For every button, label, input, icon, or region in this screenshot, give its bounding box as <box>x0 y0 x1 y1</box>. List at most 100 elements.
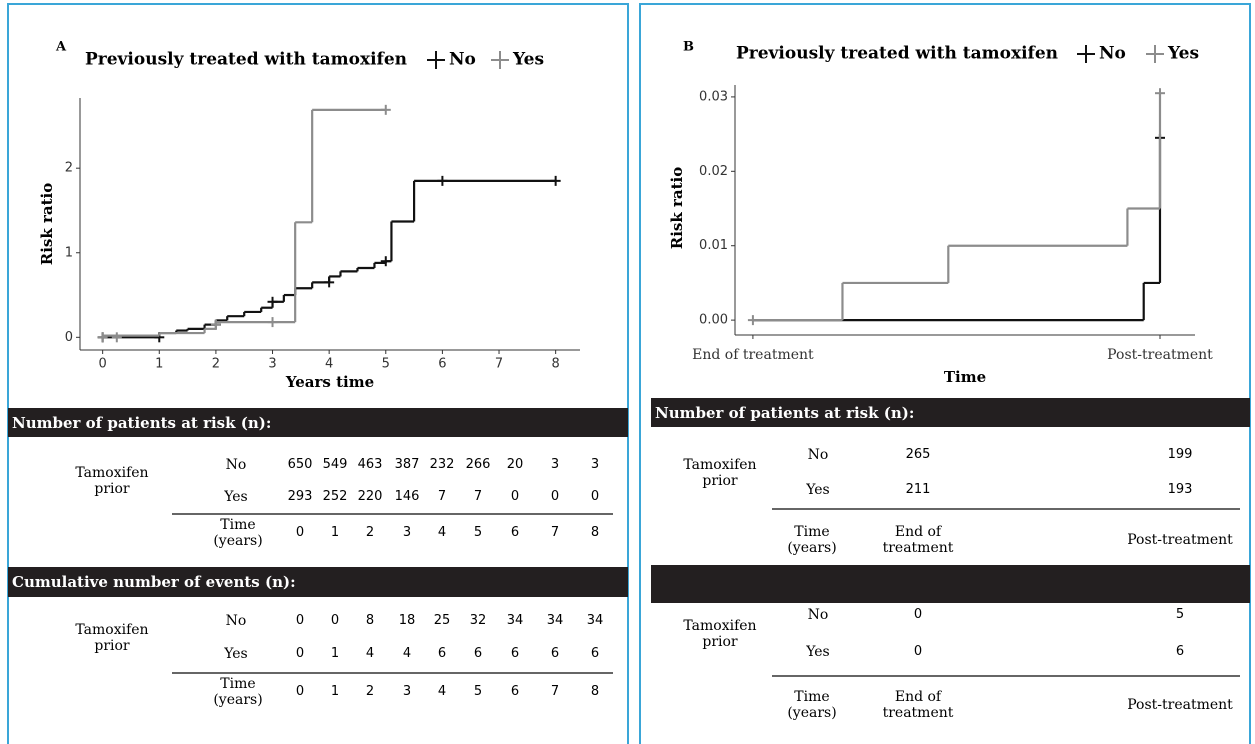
table-value: 650 <box>287 457 313 472</box>
y-tick-label: 1 <box>65 245 73 260</box>
time-value: End of treatment <box>882 524 954 556</box>
time-value: 2 <box>365 684 375 699</box>
table-value: 265 <box>905 447 931 462</box>
table-value: 146 <box>394 489 420 504</box>
censor-mark <box>324 277 335 288</box>
section-header: Number of patients at risk (n): <box>8 408 628 437</box>
table-value: 0 <box>550 489 560 504</box>
time-label: Time (years) <box>787 524 837 556</box>
table-value: 0 <box>510 489 520 504</box>
row-label: No <box>225 613 247 629</box>
time-value: 0 <box>295 684 305 699</box>
table-value: 232 <box>429 457 455 472</box>
table-value: 34 <box>546 613 564 628</box>
table-value: 5 <box>1175 607 1185 622</box>
table-value: 199 <box>1167 447 1193 462</box>
y-tick-label: 0.00 <box>699 313 728 328</box>
time-value: 7 <box>550 525 560 540</box>
panel-border <box>639 3 1251 744</box>
table-value: 266 <box>465 457 491 472</box>
time-label: Time (years) <box>213 676 263 708</box>
table-value: 34 <box>586 613 604 628</box>
legend-marker <box>491 51 509 69</box>
table-value: 6 <box>550 646 560 661</box>
table-value: 8 <box>365 613 375 628</box>
censor-mark <box>747 315 758 326</box>
table-rule <box>772 508 1240 510</box>
table-value: 220 <box>357 489 383 504</box>
censor-mark <box>550 175 561 186</box>
censor-mark <box>1154 88 1165 99</box>
time-value: 0 <box>295 525 305 540</box>
row-label: No <box>807 447 829 463</box>
row-label: No <box>225 457 247 473</box>
table-value: 0 <box>330 613 340 628</box>
table-value: 0 <box>913 607 923 622</box>
x-tick-label: 0 <box>99 357 107 372</box>
y-axis-label: Risk ratio <box>668 167 686 249</box>
censor-mark <box>210 319 221 330</box>
panel-letter: B <box>683 40 694 55</box>
table-value: 0 <box>295 646 305 661</box>
x-axis-label: Years time <box>285 373 374 391</box>
x-tick-label: 2 <box>212 357 220 372</box>
censor-mark <box>97 332 108 343</box>
table-value: 4 <box>402 646 412 661</box>
time-value: 8 <box>590 525 600 540</box>
panel-border <box>7 3 629 744</box>
table-value: 6 <box>437 646 447 661</box>
y-tick-label: 0.01 <box>699 238 728 253</box>
table-value: 463 <box>357 457 383 472</box>
table-rule <box>172 672 613 674</box>
table-value: 1 <box>330 646 340 661</box>
table-rule <box>772 675 1240 677</box>
row-label: Yes <box>806 644 830 660</box>
table-value: 0 <box>295 613 305 628</box>
time-value: 8 <box>590 684 600 699</box>
time-value: Post-treatment <box>1127 697 1233 713</box>
chart-title: Previously treated with tamoxifen <box>85 50 407 70</box>
y-tick-label: 2 <box>65 161 73 176</box>
section-header: Number of patients at risk (n): <box>651 398 1250 427</box>
row-label: Yes <box>806 482 830 498</box>
table-value: 211 <box>905 482 931 497</box>
censor-mark <box>111 332 122 343</box>
section-header <box>651 565 1250 603</box>
legend-marker <box>427 51 445 69</box>
time-value: 2 <box>365 525 375 540</box>
censor-mark <box>267 317 278 328</box>
x-tick-label: Post-treatment <box>1107 347 1213 363</box>
table-value: 252 <box>322 489 348 504</box>
table-value: 34 <box>506 613 524 628</box>
legend-label: Yes <box>1167 44 1199 64</box>
table-value: 3 <box>590 457 600 472</box>
table-value: 4 <box>365 646 375 661</box>
time-value: 6 <box>510 684 520 699</box>
x-tick-label: 6 <box>438 357 446 372</box>
x-tick-label: 7 <box>495 357 503 372</box>
time-value: 5 <box>473 525 483 540</box>
y-tick-label: 0 <box>65 330 73 345</box>
x-tick-label: 4 <box>325 357 333 372</box>
table-value: 193 <box>1167 482 1193 497</box>
x-tick-label: End of treatment <box>692 347 814 363</box>
y-tick-label: 0.03 <box>699 89 728 104</box>
time-value: 7 <box>550 684 560 699</box>
table-value: 387 <box>394 457 420 472</box>
y-tick-label: 0.02 <box>699 164 728 179</box>
time-value: 3 <box>402 525 412 540</box>
time-value: 4 <box>437 684 447 699</box>
x-axis-label: Time <box>944 368 986 386</box>
x-tick-label: 5 <box>382 357 390 372</box>
row-label: Yes <box>224 646 248 662</box>
x-tick-label: 1 <box>155 357 163 372</box>
table-value: 0 <box>590 489 600 504</box>
table-value: 6 <box>590 646 600 661</box>
time-value: 4 <box>437 525 447 540</box>
table-value: 25 <box>433 613 451 628</box>
x-tick-label: 3 <box>268 357 276 372</box>
table-value: 6 <box>473 646 483 661</box>
time-value: 3 <box>402 684 412 699</box>
